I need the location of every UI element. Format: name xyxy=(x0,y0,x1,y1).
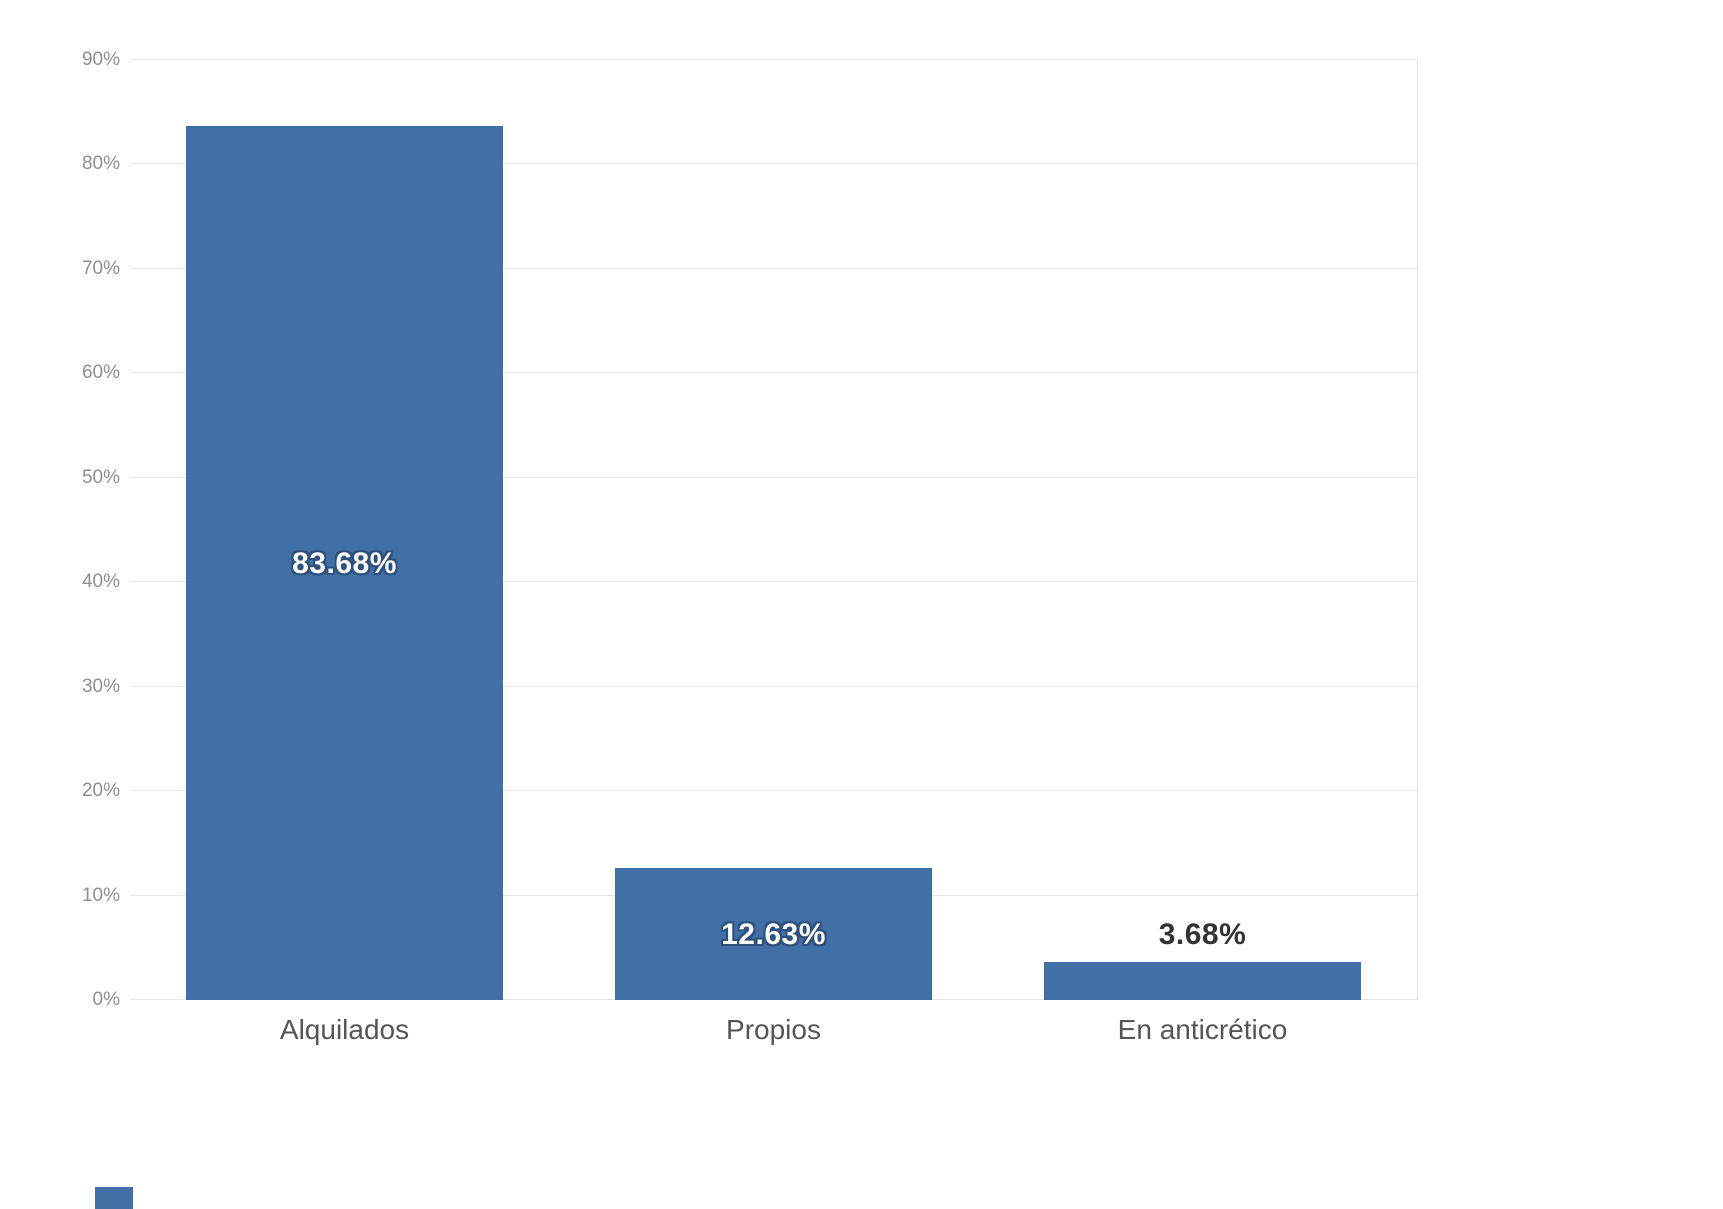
y-axis: 0% 10% 20% 30% 40% 50% 60% 70% 80% 90% xyxy=(0,49,120,1010)
bar-data-label: 83.68% xyxy=(292,547,397,581)
y-tick-label: 20% xyxy=(81,780,120,802)
gridline xyxy=(130,163,1417,165)
x-category-label: En anticrético xyxy=(1117,1014,1288,1045)
gridline xyxy=(130,581,1417,583)
bar-data-label: 3.68% xyxy=(1158,917,1247,951)
bar-Alquilados xyxy=(186,126,503,1000)
y-tick-label: 90% xyxy=(81,49,120,70)
y-tick-label: 0% xyxy=(92,989,120,1010)
x-category-label: Alquilados xyxy=(279,1014,410,1045)
bar-En anticrético xyxy=(1044,961,1361,1000)
y-tick-label: 30% xyxy=(81,675,120,697)
gridline xyxy=(130,372,1417,374)
y-tick-label: 80% xyxy=(81,153,120,175)
bar-Propios xyxy=(615,868,932,1000)
bar-data-label: 12.63% xyxy=(721,918,826,952)
x-axis: Alquilados Propios En anticrético xyxy=(130,1008,1417,1054)
y-tick-label: 70% xyxy=(81,257,120,279)
gridline xyxy=(130,790,1417,792)
gridline xyxy=(130,685,1417,687)
corner-mark xyxy=(95,1187,133,1209)
y-tick-label: 50% xyxy=(81,466,120,488)
gridline xyxy=(130,59,1417,60)
gridline xyxy=(130,267,1417,269)
y-tick-label: 40% xyxy=(81,571,120,593)
y-tick-label: 60% xyxy=(81,362,120,384)
gridline xyxy=(130,476,1417,478)
x-category-label: Propios xyxy=(726,1014,821,1045)
plot-area: 83.68% 12.63% 3.68% xyxy=(130,59,1418,1000)
y-tick-label: 10% xyxy=(81,884,120,906)
